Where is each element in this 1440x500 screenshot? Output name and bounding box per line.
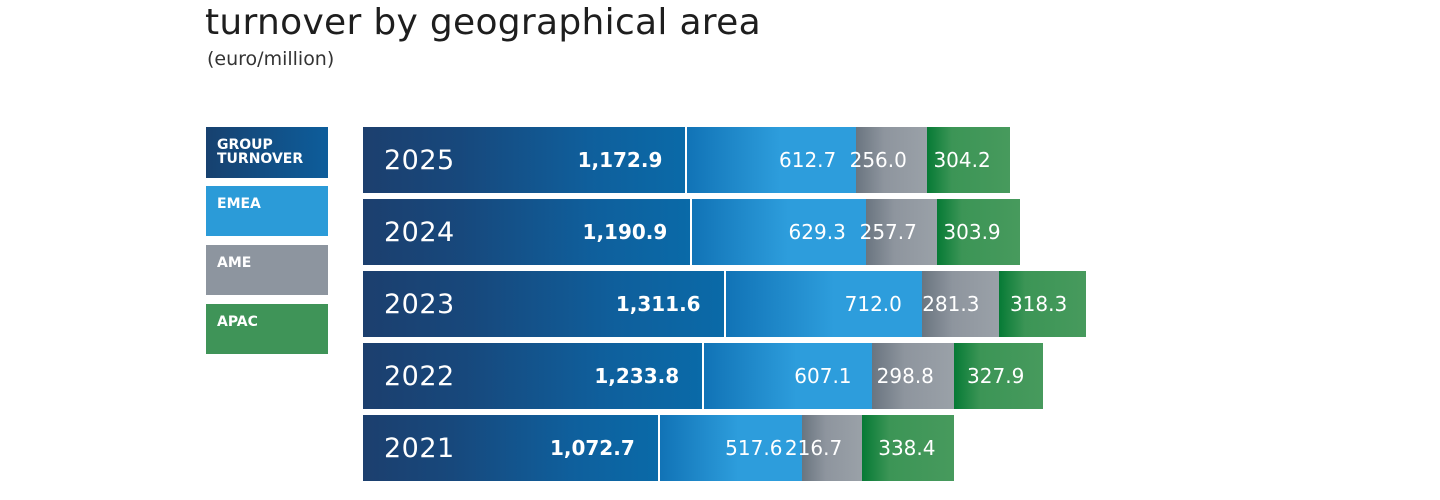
segment-divider xyxy=(685,127,688,193)
data-label-apac: 304.2 xyxy=(933,148,991,172)
legend-label-emea: EMEA xyxy=(217,196,261,212)
bar-row-2023: 2023 1,311.6 712.0 281.3 318.3 xyxy=(363,271,1087,337)
bar-segment-group-2025 xyxy=(363,127,687,193)
bar-segment-apac-2022 xyxy=(953,343,1044,409)
year-label: 2023 xyxy=(384,288,455,320)
data-label-ame: 256.0 xyxy=(849,148,907,172)
bar-segment-ame-2023 xyxy=(921,271,1000,337)
bar-segment-emea-2024 xyxy=(692,199,866,265)
segment-divider xyxy=(723,271,726,337)
legend-item-apac: APAC xyxy=(206,304,328,354)
data-label-group: 1,072.7 xyxy=(549,436,635,460)
bar-segment-emea-2025 xyxy=(687,127,857,193)
bar-row-2022: 2022 1,233.8 607.1 298.8 327.9 xyxy=(363,343,1044,409)
bar-segment-ame-2021 xyxy=(802,415,863,481)
chart-title: turnover by geographical area xyxy=(205,2,761,43)
segment-divider xyxy=(702,343,705,409)
legend-label-ame: AME xyxy=(217,255,252,271)
data-label-apac: 327.9 xyxy=(967,364,1025,388)
bar-segment-apac-2025 xyxy=(926,127,1010,193)
legend-item-emea: EMEA xyxy=(206,186,328,236)
bar-segment-ame-2025 xyxy=(856,127,927,193)
data-label-emea: 517.6 xyxy=(725,436,783,460)
data-label-ame: 257.7 xyxy=(859,220,917,244)
bar-segment-emea-2021 xyxy=(659,415,803,481)
chart-subtitle: (euro/million) xyxy=(207,48,335,70)
data-label-group: 1,311.6 xyxy=(615,292,701,316)
bar-segment-group-2021 xyxy=(363,415,659,481)
bar-segment-group-2022 xyxy=(363,343,704,409)
bar-segment-emea-2023 xyxy=(725,271,922,337)
data-label-ame: 216.7 xyxy=(784,436,843,460)
data-label-apac: 318.3 xyxy=(1009,292,1068,316)
bar-segment-apac-2024 xyxy=(936,199,1020,265)
data-label-ame: 298.8 xyxy=(876,364,934,388)
legend-label-apac: APAC xyxy=(217,314,258,330)
data-label-apac: 338.4 xyxy=(878,436,936,460)
legend-item-ame: AME xyxy=(206,245,328,295)
data-label-ame: 281.3 xyxy=(922,292,980,316)
year-label: 2021 xyxy=(384,432,455,464)
data-label-emea: 612.7 xyxy=(779,148,837,172)
data-label-apac: 303.9 xyxy=(943,220,1001,244)
bar-row-2025: 2025 1,172.9 612.7 256.0 304.2 xyxy=(363,127,1010,193)
bar-segment-ame-2024 xyxy=(865,199,937,265)
data-label-emea: 629.3 xyxy=(788,220,846,244)
bar-segment-apac-2023 xyxy=(999,271,1087,337)
bar-row-2021: 2021 1,072.7 517.6 216.7 338.4 xyxy=(363,415,955,481)
data-label-emea: 607.1 xyxy=(794,364,852,388)
bar-row-2024: 2024 1,190.9 629.3 257.7 303.9 xyxy=(363,199,1020,265)
bar-segment-group-2023 xyxy=(363,271,725,337)
data-label-group: 1,172.9 xyxy=(577,148,663,172)
data-label-group: 1,233.8 xyxy=(594,364,680,388)
bar-segment-ame-2022 xyxy=(871,343,954,409)
legend-label-group: GROUP TURNOVER xyxy=(217,137,304,167)
bar-segment-group-2024 xyxy=(363,199,692,265)
legend-item-group: GROUP TURNOVER xyxy=(206,127,328,178)
year-label: 2024 xyxy=(384,216,455,248)
segment-divider xyxy=(690,199,693,265)
year-label: 2022 xyxy=(384,360,455,392)
year-label: 2025 xyxy=(384,144,455,176)
segment-divider xyxy=(657,415,660,481)
bar-segment-emea-2022 xyxy=(704,343,872,409)
data-label-emea: 712.0 xyxy=(844,292,902,316)
data-label-group: 1,190.9 xyxy=(582,220,668,244)
bar-segment-apac-2021 xyxy=(862,415,955,481)
